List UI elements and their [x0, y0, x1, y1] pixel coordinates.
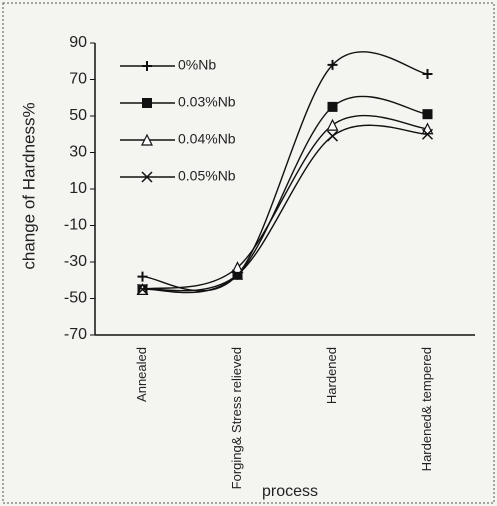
marker — [422, 109, 433, 120]
marker — [141, 171, 153, 183]
series-line — [142, 124, 428, 292]
legend-label: 0.05%Nb — [178, 168, 236, 184]
marker-shape — [422, 69, 433, 80]
marker-shape — [231, 269, 244, 281]
series-line — [142, 95, 428, 294]
marker — [231, 269, 244, 281]
marker-shape — [326, 130, 339, 142]
legend-label: 0.04%Nb — [178, 131, 236, 147]
y-tick-label: 70 — [69, 71, 87, 88]
y-tick-label: -10 — [64, 217, 87, 234]
marker — [141, 133, 153, 146]
y-tick-label: -30 — [64, 253, 87, 270]
marker-shape — [327, 59, 338, 70]
marker-shape — [231, 261, 244, 274]
x-axis-label: process — [262, 483, 318, 500]
marker-shape — [326, 118, 339, 131]
x-tick-label: Hardened& tempered — [419, 347, 434, 471]
marker-shape — [142, 61, 152, 71]
marker — [136, 283, 149, 295]
y-tick-label: 30 — [69, 144, 87, 161]
legend-label: 0.03%Nb — [178, 94, 236, 110]
series-line — [142, 114, 428, 291]
marker — [422, 69, 433, 80]
marker — [142, 98, 152, 108]
legend-label: 0%Nb — [178, 57, 216, 73]
marker — [327, 59, 338, 70]
marker-shape — [421, 128, 434, 140]
marker-shape — [142, 98, 152, 108]
x-tick-label: Annealed — [134, 347, 149, 402]
marker-shape — [136, 283, 149, 295]
y-tick-label: 10 — [69, 180, 87, 197]
marker-shape — [327, 101, 338, 112]
y-axis-label: change of Hardness% — [19, 102, 38, 269]
marker — [421, 128, 434, 140]
marker — [327, 101, 338, 112]
marker-shape — [137, 271, 148, 282]
y-tick-label: -70 — [64, 326, 87, 343]
marker-shape — [422, 109, 433, 120]
y-tick-label: 90 — [69, 34, 87, 51]
marker — [142, 61, 152, 71]
marker-shape — [141, 171, 153, 183]
x-tick-label: Forging& Stress relieved — [229, 347, 244, 489]
y-tick-label: -50 — [64, 290, 87, 307]
marker — [326, 118, 339, 131]
marker — [231, 261, 244, 274]
x-tick-label: Hardened — [324, 347, 339, 404]
marker-shape — [141, 133, 153, 146]
marker — [326, 130, 339, 142]
marker — [137, 271, 148, 282]
y-tick-label: 50 — [69, 107, 87, 124]
